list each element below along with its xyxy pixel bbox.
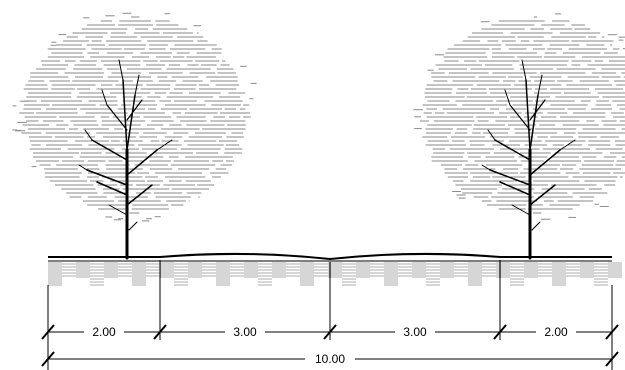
tree-branch bbox=[126, 149, 158, 176]
tree-branch bbox=[86, 169, 128, 186]
dim-tick bbox=[41, 351, 55, 367]
tree-branch bbox=[531, 221, 541, 231]
ground-soil-hatch bbox=[48, 262, 622, 286]
dim-tick bbox=[323, 324, 337, 340]
right-tree-canopy bbox=[413, 13, 625, 220]
tree-branch bbox=[96, 181, 128, 196]
dim-tick bbox=[605, 351, 619, 367]
dim-label-total: 10.00 bbox=[315, 352, 345, 366]
right-tree-icon bbox=[481, 59, 576, 260]
dim-label-segment-4: 2.00 bbox=[544, 325, 568, 339]
tree-branch bbox=[126, 99, 143, 121]
tree-branch bbox=[529, 149, 561, 176]
dim-label-segment-1: 2.00 bbox=[92, 325, 116, 339]
dim-tick bbox=[493, 324, 507, 340]
tree-branch bbox=[126, 94, 136, 151]
ground-surface-line bbox=[48, 252, 612, 261]
tree-branch bbox=[511, 204, 531, 216]
left-tree-icon bbox=[78, 59, 173, 260]
tree-branch bbox=[504, 89, 511, 106]
tree-branch bbox=[489, 169, 531, 186]
tree-branch bbox=[126, 184, 153, 206]
tree-branch bbox=[537, 74, 543, 96]
tree-branch bbox=[108, 204, 128, 216]
section-boundary-lines bbox=[47, 260, 613, 370]
tree-branch bbox=[529, 99, 546, 121]
tree-branch bbox=[521, 59, 527, 81]
left-tree-canopy bbox=[12, 12, 257, 222]
tree-branch bbox=[118, 59, 124, 81]
dim-label-segment-3: 3.00 bbox=[403, 325, 427, 339]
tree-branch bbox=[529, 94, 539, 151]
dim-tick bbox=[41, 324, 55, 340]
tree-branch bbox=[91, 139, 128, 161]
dim-label-segment-2: 3.00 bbox=[233, 325, 257, 339]
dim-tick bbox=[153, 324, 167, 340]
tree-branch bbox=[499, 181, 531, 196]
tree-branch bbox=[84, 129, 93, 141]
dim-tick bbox=[605, 324, 619, 340]
tree-branch bbox=[122, 79, 128, 151]
tree-branch bbox=[494, 139, 531, 161]
tree-branch bbox=[525, 79, 531, 151]
tree-branch bbox=[78, 164, 88, 171]
tree-branch bbox=[559, 139, 576, 151]
tree-branch bbox=[481, 164, 491, 171]
tree-branch bbox=[156, 139, 173, 151]
total-dimension-ticks bbox=[41, 351, 619, 367]
tree-branch bbox=[509, 104, 531, 131]
segment-dimension-ticks bbox=[41, 324, 619, 340]
tree-branch bbox=[101, 89, 108, 106]
tree-branch bbox=[487, 129, 496, 141]
tree-branch bbox=[106, 104, 128, 131]
tree-branch bbox=[134, 74, 140, 96]
tree-branch bbox=[128, 221, 138, 231]
tree-branch bbox=[529, 184, 556, 206]
